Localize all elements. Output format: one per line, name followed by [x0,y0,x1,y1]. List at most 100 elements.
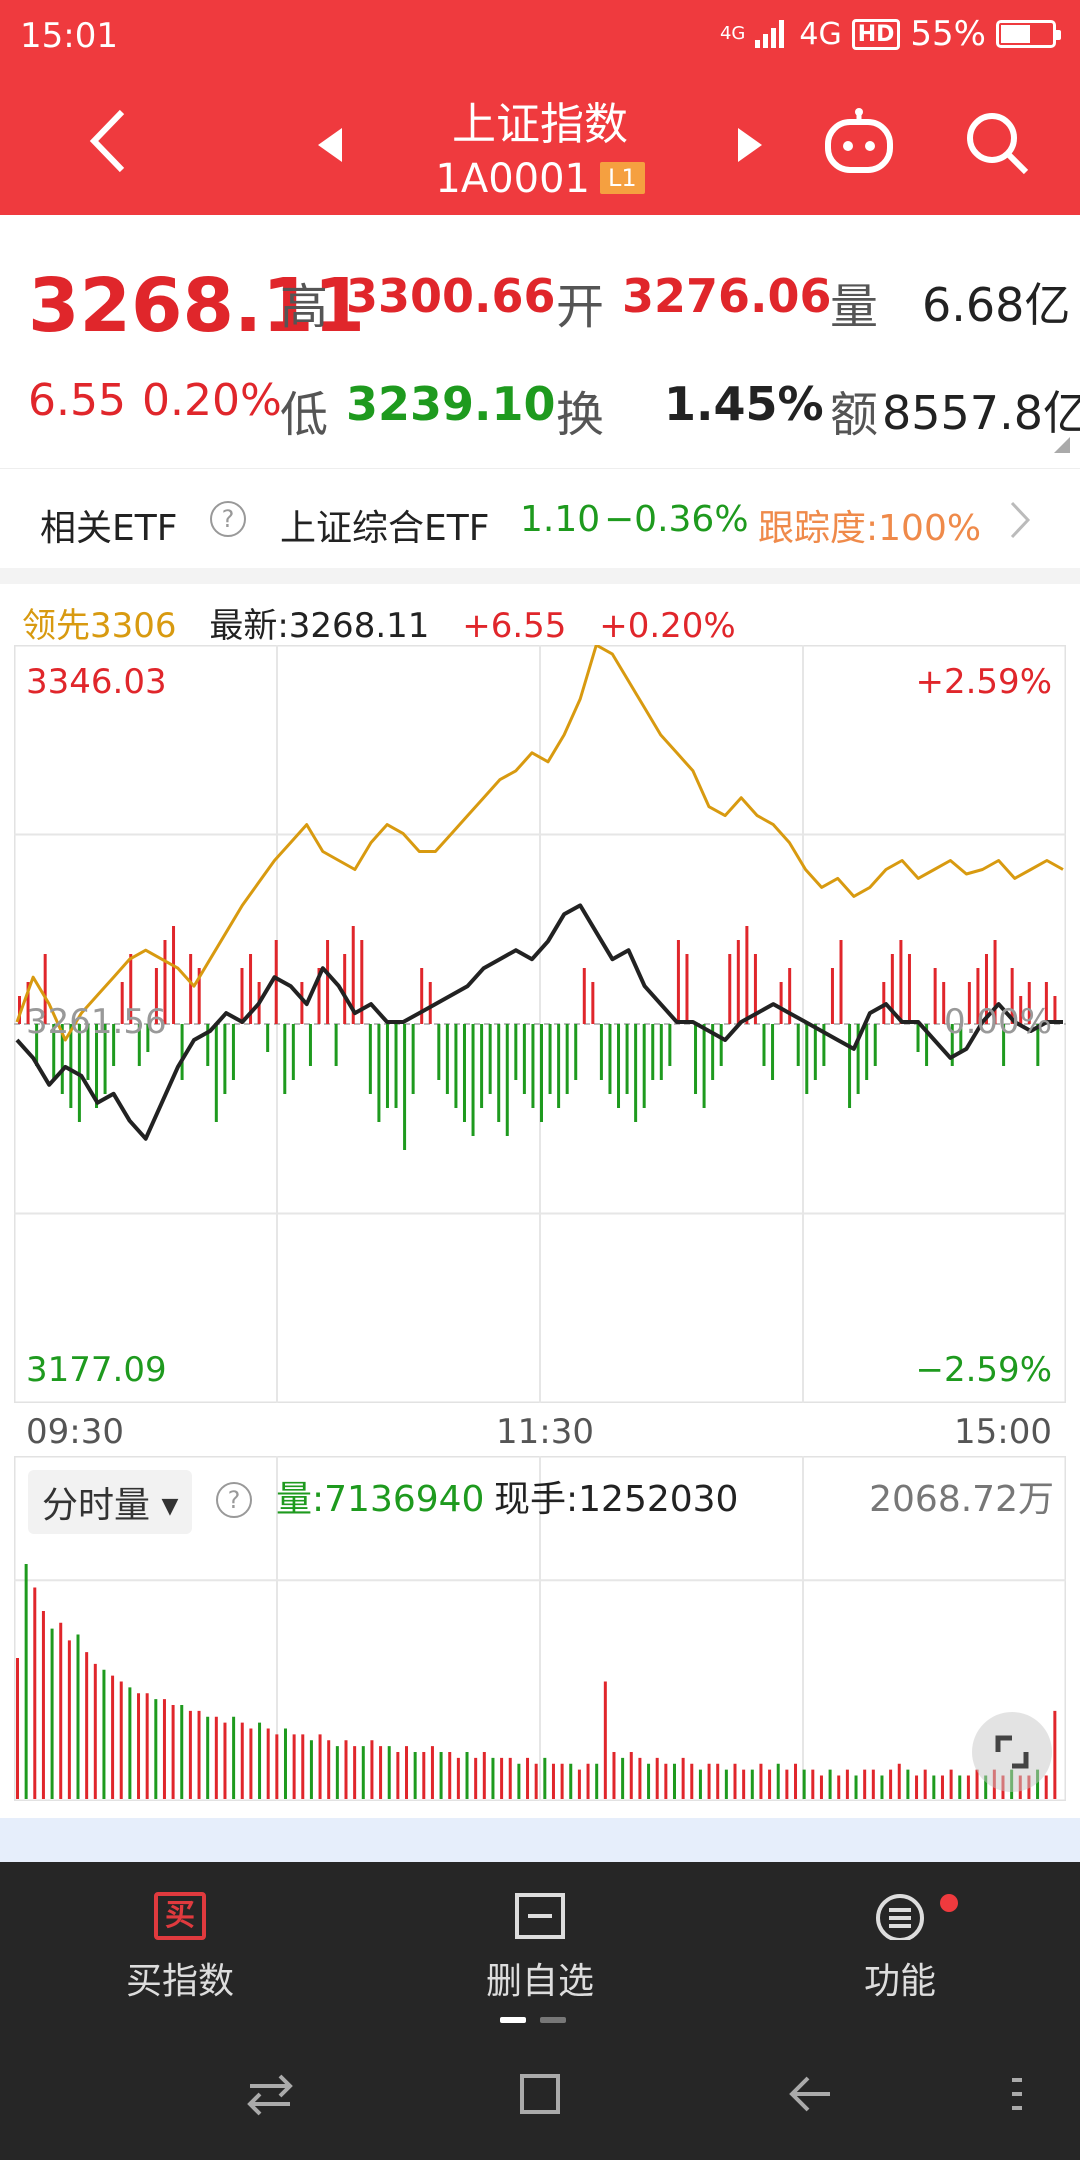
fullscreen-icon [995,1735,1029,1769]
bar-down [634,1024,638,1122]
bar-down [385,1024,389,1108]
bar-down [959,1024,963,1052]
volume-label: 量 [830,279,879,335]
switch-apps-icon[interactable] [246,2072,294,2116]
remove-watchlist-label: 删自选 [485,1961,594,2002]
bar-down [112,1024,116,1066]
bar-down [805,1024,809,1094]
news-banner[interactable] [0,1818,1080,1862]
signal-bars-icon [755,20,785,48]
x-label-close: 15:00 [954,1412,1052,1452]
home-icon[interactable] [518,2072,562,2116]
volume-bar [716,1763,720,1799]
bar-down [52,1024,56,1080]
bar-down [668,1024,672,1066]
bar-up [993,940,997,1024]
bar-up [830,968,834,1024]
hd-icon: HD [851,18,901,50]
etf-row[interactable]: 相关ETF ? 上证综合ETF 1.10 −0.36% 跟踪度:100% [0,468,1080,568]
volume-bar [854,1775,858,1799]
volume-bar [966,1775,970,1799]
volume-bar [647,1763,651,1799]
bar-up [976,968,980,1024]
bar-up [1027,982,1031,1024]
bar-down [625,1024,629,1094]
volume-bar [111,1675,115,1799]
volume-value: 6.68亿 [922,278,1071,332]
prev-stock-icon[interactable] [318,128,344,162]
bottom-action-bar: 买 买指数 删自选 功能 [0,1862,1080,2160]
bar-down [522,1024,526,1094]
bar-down [103,1024,107,1094]
robot-icon[interactable] [822,108,896,176]
remove-watchlist-button[interactable]: 删自选 [440,1892,640,2004]
volume-bar [283,1728,287,1799]
bar-up [197,968,201,1024]
volume-bar [232,1716,236,1799]
volume-bar [171,1705,175,1799]
volume-selector[interactable]: 分时量 ▼ [28,1470,193,1534]
volume-bar [456,1757,460,1799]
bar-down [480,1024,484,1108]
bar-down [1002,1024,1006,1066]
leader-value: 领先3306 [22,606,177,646]
volume-bar [448,1752,452,1799]
y-top-label: 3346.03 [26,662,167,702]
dropdown-caret-icon: ▼ [161,1494,179,1519]
intraday-price-chart[interactable] [14,645,1066,1403]
volume-bar [430,1746,434,1799]
pct-mid-label: 0.00% [943,1002,1052,1042]
volume-bar [301,1734,305,1799]
volume-hand: 现手:1252030 [494,1479,739,1520]
help-icon[interactable]: ? [210,501,246,537]
volume-bar [863,1769,867,1799]
bar-up [1010,968,1014,1024]
bar-down [659,1024,663,1080]
bar-up [890,954,894,1024]
low-label: 低 [280,387,329,443]
volume-bar [214,1716,218,1799]
bar-up [163,940,167,1024]
back-icon[interactable] [88,108,128,174]
volume-bar [837,1775,841,1799]
volume-max-label: 2068.72万 [869,1479,1054,1520]
search-icon[interactable] [964,110,1030,176]
back-nav-icon[interactable] [786,2072,834,2116]
functions-button[interactable]: 功能 [800,1892,1000,2004]
volume-bar [958,1775,962,1799]
volume-bar [258,1722,262,1799]
volume-bar [318,1734,322,1799]
volume-bar [543,1757,547,1799]
bar-up [685,954,689,1024]
volume-bar [1044,1775,1048,1799]
bar-down [411,1024,415,1094]
volume-bar [612,1752,616,1799]
etf-tracking: 跟踪度:100% [758,508,982,549]
bar-down [651,1024,655,1080]
volume-bar [474,1757,478,1799]
bar-up [343,954,347,1024]
bar-down [531,1024,535,1108]
volume-help-icon[interactable]: ? [216,1482,252,1518]
etf-name: 上证综合ETF [280,508,490,549]
notification-dot [940,1894,958,1912]
volume-bar [50,1628,54,1799]
open-value: 3276.06 [622,269,832,323]
volume-bar [724,1769,728,1799]
bar-up [1053,996,1057,1024]
price-change-pct: 0.20% [142,375,282,426]
bar-up [967,982,971,1024]
volume-bar [16,1658,19,1799]
more-nav-icon[interactable] [1010,2072,1024,2116]
volume-bar [551,1763,555,1799]
volume-bar [223,1722,227,1799]
bar-down [617,1024,621,1108]
volume-bar [621,1757,625,1799]
bar-up [18,996,21,1024]
fullscreen-button[interactable] [972,1712,1052,1792]
next-stock-icon[interactable] [736,128,762,162]
bar-up [676,940,680,1024]
buy-index-button[interactable]: 买 买指数 [80,1892,280,2004]
bar-down [462,1024,466,1122]
bar-down [283,1024,287,1094]
